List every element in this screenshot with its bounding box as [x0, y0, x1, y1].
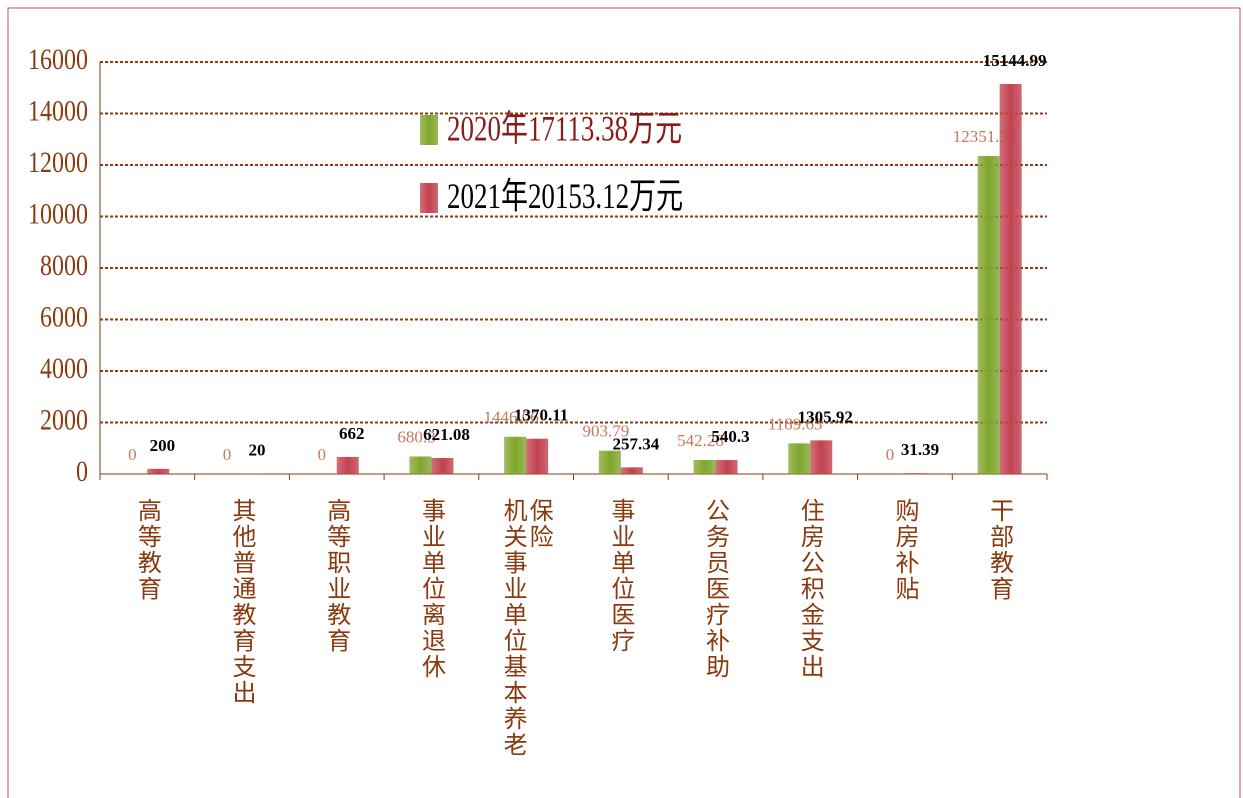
y-tick-label: 16000	[28, 42, 88, 75]
data-label: 0	[318, 445, 327, 464]
x-tick-label: 机关事业单位基本养老保险	[499, 498, 554, 758]
bar	[242, 473, 265, 474]
y-tick-label: 10000	[28, 197, 88, 230]
y-tick-label: 12000	[28, 145, 88, 178]
bar	[526, 438, 549, 474]
x-tick-label: 干部教育	[985, 498, 1014, 602]
x-tick-label: 高等教育	[133, 498, 162, 602]
bar	[147, 468, 170, 474]
data-label: 540.3	[711, 427, 749, 446]
x-tick-label: 高等职业教育	[322, 498, 351, 654]
data-label: 257.34	[612, 434, 659, 453]
y-tick-label: 14000	[28, 94, 88, 127]
bar	[598, 450, 621, 474]
bar	[904, 473, 927, 474]
frame-border	[7, 7, 1241, 798]
bar	[810, 440, 833, 474]
y-tick-label: 0	[76, 454, 88, 487]
data-label: 1370.11	[514, 406, 568, 425]
y-tick-label: 6000	[40, 300, 88, 333]
bar	[999, 84, 1022, 474]
bar	[504, 436, 527, 474]
bar	[788, 443, 811, 474]
data-label: 621.08	[423, 425, 470, 444]
data-label: 31.39	[901, 440, 939, 459]
y-tick-label: 2000	[40, 403, 88, 436]
data-label: 200	[150, 436, 176, 455]
data-label: 680.3	[397, 427, 435, 446]
data-label: 542.28	[677, 431, 724, 450]
data-label: 1305.92	[798, 407, 853, 426]
legend-swatch	[420, 183, 438, 213]
x-tick-label: 公务员医疗补助	[701, 498, 730, 680]
x-tick-label: 购房补贴	[890, 498, 919, 602]
legend-label: 2021年20153.12万元	[447, 177, 683, 217]
data-label: 1189.63	[768, 414, 823, 433]
bar	[336, 456, 359, 474]
data-label: 903.79	[582, 422, 629, 441]
legend-swatch	[420, 115, 438, 145]
x-tick-label: 事业单位医疗	[606, 498, 635, 654]
x-tick-label: 住房公积金支出	[796, 498, 825, 680]
data-label: 0	[223, 445, 232, 464]
x-tick-label: 其他普通教育支出	[228, 498, 257, 706]
y-tick-label: 8000	[40, 248, 88, 281]
data-label: 0	[886, 445, 895, 464]
bar	[693, 460, 716, 474]
bar	[977, 155, 1000, 475]
data-label: 662	[339, 424, 365, 443]
bar	[620, 467, 643, 474]
data-label: 20	[249, 440, 266, 459]
data-label: 1446.06	[484, 408, 539, 427]
x-tick-label: 事业单位离退休	[417, 498, 446, 680]
bar	[409, 456, 432, 474]
data-label: 0	[128, 445, 137, 464]
bar	[431, 458, 454, 474]
y-tick-label: 4000	[40, 351, 88, 384]
data-label: 15144.99	[983, 51, 1047, 70]
bar	[715, 460, 738, 474]
legend-label: 2020年17113.38万元	[447, 109, 682, 149]
